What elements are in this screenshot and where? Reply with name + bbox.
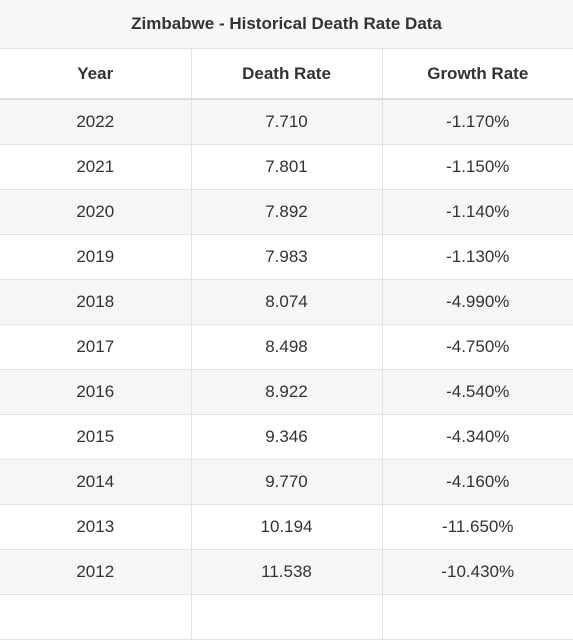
table-row: 2018 8.074 -4.990% [0, 279, 573, 325]
death-rate-cell: 10.194 [191, 504, 383, 550]
table-row: 2015 9.346 -4.340% [0, 414, 573, 460]
death-rate-cell: 8.074 [191, 279, 383, 325]
death-rate-cell: 7.983 [191, 234, 383, 280]
year-cell: 2019 [0, 234, 192, 280]
year-cell: 2018 [0, 279, 192, 325]
table-row: 2022 7.710 -1.170% [0, 99, 573, 145]
year-cell: 2022 [0, 99, 192, 145]
header-row: Year Death Rate Growth Rate [0, 49, 573, 100]
growth-rate-cell: -4.340% [382, 414, 573, 460]
death-rate-table: Year Death Rate Growth Rate 2022 7.710 -… [0, 49, 573, 640]
death-rate-cell: 8.922 [191, 369, 383, 415]
growth-rate-cell: -1.140% [382, 189, 573, 235]
year-cell: 2016 [0, 369, 192, 415]
year-cell: 2017 [0, 324, 192, 370]
header-year: Year [0, 49, 192, 100]
empty-cell [382, 594, 573, 640]
year-cell: 2013 [0, 504, 192, 550]
death-rate-cell: 8.498 [191, 324, 383, 370]
growth-rate-cell: -4.990% [382, 279, 573, 325]
year-cell: 2020 [0, 189, 192, 235]
year-cell: 2015 [0, 414, 192, 460]
growth-rate-cell: -4.750% [382, 324, 573, 370]
growth-rate-cell: -1.130% [382, 234, 573, 280]
year-cell: 2012 [0, 549, 192, 595]
growth-rate-cell: -1.170% [382, 99, 573, 145]
table-row: 2019 7.983 -1.130% [0, 234, 573, 280]
table-row-partial [0, 594, 573, 640]
empty-cell [0, 594, 192, 640]
table-title: Zimbabwe - Historical Death Rate Data [0, 0, 573, 49]
death-rate-cell: 9.770 [191, 459, 383, 505]
table-row: 2021 7.801 -1.150% [0, 144, 573, 190]
death-rate-cell: 7.892 [191, 189, 383, 235]
growth-rate-cell: -4.160% [382, 459, 573, 505]
table-row: 2014 9.770 -4.160% [0, 459, 573, 505]
table-row: 2016 8.922 -4.540% [0, 369, 573, 415]
death-rate-cell: 9.346 [191, 414, 383, 460]
empty-cell [191, 594, 383, 640]
table-row: 2013 10.194 -11.650% [0, 504, 573, 550]
death-rate-cell: 11.538 [191, 549, 383, 595]
growth-rate-cell: -10.430% [382, 549, 573, 595]
death-rate-cell: 7.710 [191, 99, 383, 145]
table-row: 2020 7.892 -1.140% [0, 189, 573, 235]
growth-rate-cell: -11.650% [382, 504, 573, 550]
year-cell: 2021 [0, 144, 192, 190]
table-row: 2017 8.498 -4.750% [0, 324, 573, 370]
growth-rate-cell: -1.150% [382, 144, 573, 190]
header-growth-rate: Growth Rate [382, 49, 573, 100]
table-row: 2012 11.538 -10.430% [0, 549, 573, 595]
header-death-rate: Death Rate [191, 49, 383, 100]
death-rate-cell: 7.801 [191, 144, 383, 190]
year-cell: 2014 [0, 459, 192, 505]
growth-rate-cell: -4.540% [382, 369, 573, 415]
